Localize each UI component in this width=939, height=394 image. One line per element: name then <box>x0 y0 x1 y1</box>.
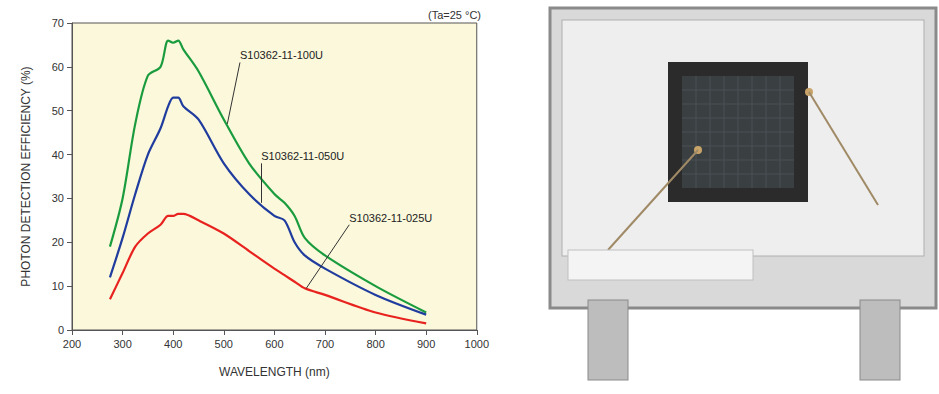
svg-text:S10362-11-025U: S10362-11-025U <box>349 212 432 224</box>
svg-text:900: 900 <box>417 338 435 350</box>
svg-text:WAVELENGTH (nm): WAVELENGTH (nm) <box>219 365 330 379</box>
svg-text:60: 60 <box>52 61 64 73</box>
svg-text:20: 20 <box>52 236 64 248</box>
svg-text:30: 30 <box>52 192 64 204</box>
svg-text:S10362-11-050U: S10362-11-050U <box>261 150 344 162</box>
svg-text:200: 200 <box>63 338 81 350</box>
svg-text:300: 300 <box>113 338 131 350</box>
svg-text:50: 50 <box>52 105 64 117</box>
svg-text:700: 700 <box>316 338 334 350</box>
svg-text:0: 0 <box>58 324 64 336</box>
svg-text:10: 10 <box>52 280 64 292</box>
svg-text:1000: 1000 <box>465 338 489 350</box>
svg-text:600: 600 <box>265 338 283 350</box>
svg-text:(Ta=25 °C): (Ta=25 °C) <box>428 9 481 21</box>
svg-text:40: 40 <box>52 149 64 161</box>
svg-text:500: 500 <box>215 338 233 350</box>
svg-text:PHOTON DETECTION EFFICIENCY (%: PHOTON DETECTION EFFICIENCY (%) <box>19 66 33 286</box>
svg-text:S10362-11-100U: S10362-11-100U <box>240 49 323 61</box>
svg-text:400: 400 <box>164 338 182 350</box>
svg-text:800: 800 <box>366 338 384 350</box>
svg-text:70: 70 <box>52 17 64 29</box>
